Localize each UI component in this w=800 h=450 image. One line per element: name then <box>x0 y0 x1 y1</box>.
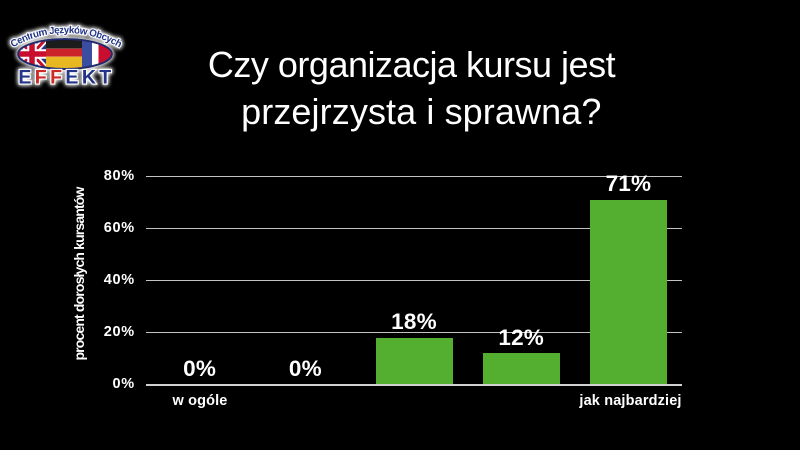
svg-text:EFFEKT: EFFEKT <box>18 67 114 89</box>
